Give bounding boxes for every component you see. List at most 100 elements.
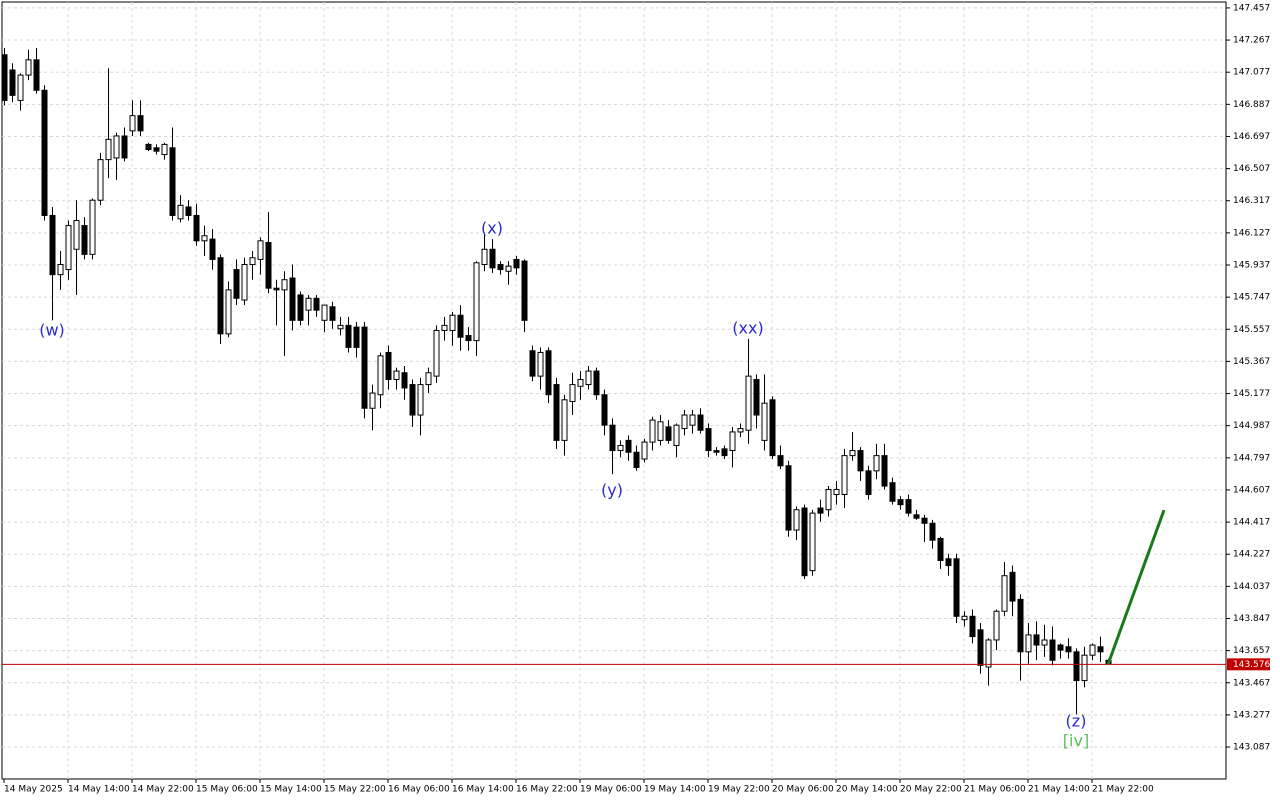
candle-body	[209, 238, 216, 260]
candle-body	[425, 372, 432, 386]
candle-body	[1049, 639, 1056, 661]
y-tick-label: 144.417	[1233, 518, 1270, 528]
candle-body	[225, 289, 232, 335]
x-tick-label: 14 May 22:00	[132, 785, 194, 795]
candle-body	[641, 441, 648, 460]
x-tick-label: 15 May 06:00	[196, 785, 258, 795]
candle-body	[273, 287, 280, 291]
candle-body	[697, 414, 704, 431]
candle-body	[769, 399, 776, 457]
candle-body	[537, 351, 544, 377]
candle-body	[1057, 644, 1064, 651]
candle-body	[265, 242, 272, 289]
y-tick-label: 145.747	[1233, 293, 1270, 303]
candle-body	[169, 147, 176, 216]
y-tick-label: 143.847	[1233, 614, 1270, 624]
candle-body	[313, 297, 320, 311]
y-tick-label: 144.797	[1233, 453, 1270, 463]
y-tick-label: 145.367	[1233, 357, 1270, 367]
wave-label: (xx)	[732, 318, 763, 337]
y-tick-label: 146.317	[1233, 196, 1270, 206]
candle-body	[561, 399, 568, 441]
x-tick-label: 20 May 14:00	[836, 785, 898, 795]
y-tick-label: 143.087	[1233, 743, 1270, 753]
candle-body	[33, 59, 40, 91]
candle-body	[721, 448, 728, 457]
candle-body	[969, 615, 976, 638]
candle-body	[529, 350, 536, 377]
y-tick-label: 143.277	[1233, 710, 1270, 720]
candle-body	[1017, 598, 1024, 653]
candle-body	[353, 326, 360, 348]
x-tick-label: 16 May 14:00	[452, 785, 514, 795]
candle-body	[321, 304, 328, 321]
candle-body	[681, 414, 688, 430]
candle-body	[993, 610, 1000, 641]
x-tick-label: 19 May 06:00	[580, 785, 642, 795]
candle-body	[937, 537, 944, 561]
candle-body	[713, 450, 720, 453]
x-tick-label: 15 May 22:00	[324, 785, 386, 795]
candle-body	[257, 240, 264, 260]
candle-body	[617, 444, 624, 452]
candle-body	[249, 257, 256, 265]
y-tick-label: 145.937	[1233, 261, 1270, 271]
candle-body	[465, 335, 472, 342]
candle-body	[289, 277, 296, 321]
y-tick-label: 144.987	[1233, 421, 1270, 431]
wave-label: [iv]	[1063, 731, 1089, 750]
y-tick-label: 144.227	[1233, 550, 1270, 560]
candle-body	[337, 324, 344, 330]
candle-body	[913, 514, 920, 519]
candle-body	[1033, 634, 1040, 646]
candle-body	[665, 426, 672, 441]
candle-body	[41, 89, 48, 216]
candle-body	[801, 507, 808, 577]
candle-body	[609, 424, 616, 452]
candle-body	[481, 248, 488, 265]
candle-body	[593, 370, 600, 396]
candle-body	[401, 372, 408, 389]
candle-body	[145, 143, 152, 150]
y-tick-label: 146.697	[1233, 132, 1270, 142]
candle-body	[153, 147, 160, 152]
candle-body	[473, 262, 480, 342]
candle-body	[1025, 634, 1032, 653]
candle-body	[361, 326, 368, 409]
candle-body	[809, 512, 816, 572]
candle-body	[1089, 644, 1096, 656]
candle-body	[241, 263, 248, 301]
candle-body	[945, 558, 952, 567]
candle-body	[905, 499, 912, 514]
candle-body	[521, 260, 528, 321]
candle-body	[745, 375, 752, 431]
candle-body	[369, 392, 376, 409]
candle-body	[921, 517, 928, 524]
candle-body	[497, 263, 504, 271]
candle-body	[417, 384, 424, 416]
candle-body	[553, 384, 560, 441]
candle-body	[409, 384, 416, 416]
candle-body	[785, 465, 792, 531]
candle-body	[433, 329, 440, 377]
candle-body	[929, 522, 936, 541]
candle-body	[113, 135, 120, 159]
candle-body	[305, 297, 312, 311]
candle-body	[1065, 646, 1072, 653]
candle-body	[441, 324, 448, 331]
candle-body	[385, 351, 392, 381]
x-tick-label: 19 May 14:00	[644, 785, 706, 795]
wave-label: (x)	[481, 218, 503, 237]
y-tick-label: 147.457	[1233, 3, 1270, 13]
candle-body	[457, 314, 464, 338]
candle-body	[97, 159, 104, 201]
candle-body	[1097, 646, 1104, 653]
wave-label: (z)	[1066, 712, 1087, 731]
candle-body	[633, 451, 640, 468]
y-tick-label: 143.657	[1233, 646, 1270, 656]
candle-body	[649, 419, 656, 443]
candle-body	[545, 350, 552, 396]
plot-frame	[1, 1, 1227, 780]
candle-body	[281, 279, 288, 291]
